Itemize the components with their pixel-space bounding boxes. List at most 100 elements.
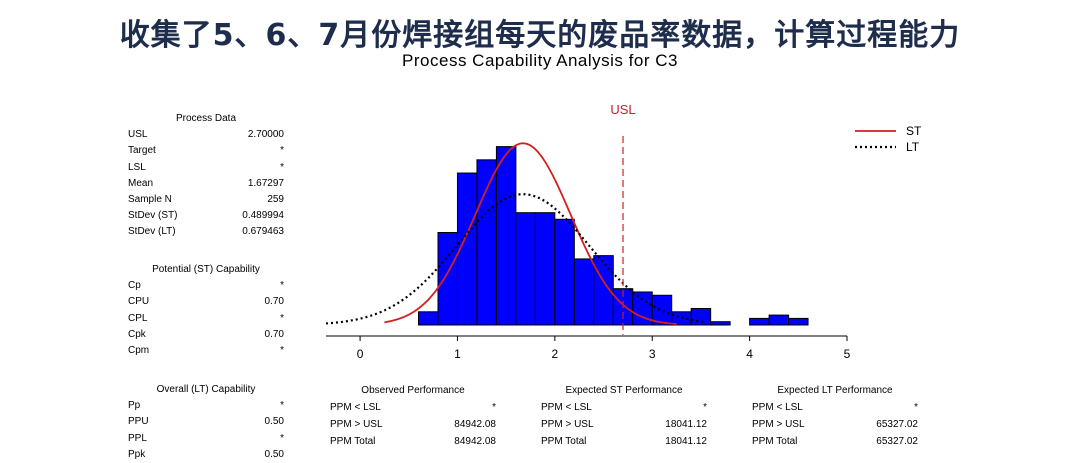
stat-label: USL bbox=[128, 129, 148, 141]
histogram-bars bbox=[418, 146, 809, 326]
observed-performance-row: PPM < LSL * bbox=[330, 399, 496, 416]
histogram-bar bbox=[690, 307, 712, 326]
stat-value: 259 bbox=[267, 194, 284, 206]
stat-value: 0.679463 bbox=[242, 226, 284, 238]
histogram-bar bbox=[418, 311, 439, 326]
histogram-bar bbox=[495, 146, 517, 326]
stat-label: PPM Total bbox=[330, 436, 376, 447]
process-data-title: Process Data bbox=[175, 113, 237, 124]
stat-value: 2.70000 bbox=[247, 129, 284, 141]
expected-lt-performance-title: Expected LT Performance bbox=[777, 385, 893, 396]
stat-value: * bbox=[280, 432, 284, 444]
histogram-bar bbox=[710, 321, 731, 326]
process-data-panel: Process Data USL 2.70000 Target * LSL * Mean 1.… bbox=[128, 111, 284, 241]
stat-label: PPM Total bbox=[752, 436, 798, 447]
histogram-bar bbox=[476, 159, 497, 326]
x-tick-label: 1 bbox=[454, 347, 461, 361]
stat-label: Cpm bbox=[128, 345, 150, 357]
stat-value: * bbox=[280, 145, 284, 157]
process-data-row: Sample N 259 bbox=[128, 192, 284, 208]
stat-value: * bbox=[492, 402, 496, 413]
expected-st-performance-row: PPM < LSL * bbox=[541, 399, 707, 416]
stat-label: Mean bbox=[128, 177, 154, 189]
potential-capability-row: Cpk 0.70 bbox=[128, 327, 284, 343]
stat-label: PPM < LSL bbox=[541, 402, 592, 413]
curve-st bbox=[384, 142, 677, 325]
stat-label: Ppk bbox=[128, 448, 146, 460]
stat-label: CPU bbox=[128, 296, 150, 308]
stat-value: 18041.12 bbox=[665, 436, 707, 447]
stat-label: Cpk bbox=[128, 328, 146, 340]
stat-value: 84942.08 bbox=[454, 436, 496, 447]
potential-capability-row: CPU 0.70 bbox=[128, 294, 284, 310]
stat-value: * bbox=[280, 312, 284, 324]
usl-label: USL bbox=[610, 102, 635, 117]
expected-st-performance-title: Expected ST Performance bbox=[565, 385, 683, 396]
histogram-bar bbox=[534, 212, 556, 326]
stat-value: 65327.02 bbox=[876, 419, 918, 430]
potential-capability-panel: Potential (ST) Capability Cp * CPU 0.70 CPL *… bbox=[128, 262, 284, 359]
potential-capability-title: Potential (ST) Capability bbox=[152, 264, 260, 275]
stat-value: * bbox=[280, 345, 284, 357]
expected-st-performance-row: PPM > USL 18041.12 bbox=[541, 416, 707, 433]
distribution-curves bbox=[325, 142, 706, 325]
overall-capability-row: Pp * bbox=[128, 398, 284, 414]
legend-label-st: ST bbox=[906, 124, 922, 138]
histogram-bar bbox=[788, 317, 809, 326]
potential-capability-row: CPL * bbox=[128, 311, 284, 327]
stat-value: 0.50 bbox=[264, 416, 284, 428]
overall-capability-row: PPL * bbox=[128, 431, 284, 447]
x-tick-label: 4 bbox=[746, 347, 753, 361]
slide-headline: 收集了5、6、7月份焊接组每天的废品率数据，计算过程能力 bbox=[119, 18, 961, 53]
stat-value: 0.70 bbox=[264, 296, 284, 308]
stat-value: 0.70 bbox=[264, 328, 284, 340]
stat-value: 0.50 bbox=[264, 448, 284, 460]
stat-label: PPL bbox=[128, 432, 147, 444]
process-data-row: LSL * bbox=[128, 160, 284, 176]
process-data-row: Target * bbox=[128, 143, 284, 159]
process-data-row: StDev (LT) 0.679463 bbox=[128, 224, 284, 240]
x-tick-label: 0 bbox=[357, 347, 364, 361]
stat-label: Cp bbox=[128, 280, 141, 292]
stat-value: * bbox=[280, 280, 284, 292]
histogram-bar bbox=[651, 294, 673, 326]
stat-label: StDev (ST) bbox=[128, 210, 178, 222]
potential-capability-row: Cp * bbox=[128, 278, 284, 294]
stat-label: PPM > USL bbox=[541, 419, 594, 430]
stat-label: Pp bbox=[128, 400, 141, 412]
chart-title: Process Capability Analysis for C3 bbox=[402, 51, 678, 70]
x-tick-label: 5 bbox=[844, 347, 851, 361]
expected-st-performance-panel: Expected ST Performance PPM < LSL * PPM > … bbox=[541, 382, 707, 450]
stat-label: PPM < LSL bbox=[330, 402, 381, 413]
stat-label: PPM > USL bbox=[330, 419, 383, 430]
expected-lt-performance-row: PPM < LSL * bbox=[752, 399, 918, 416]
stat-label: Sample N bbox=[128, 194, 172, 206]
histogram-bar bbox=[749, 317, 770, 326]
legend-label-lt: LT bbox=[906, 140, 920, 154]
stat-label: StDev (LT) bbox=[128, 226, 176, 238]
stat-value: 0.489994 bbox=[242, 210, 284, 222]
stat-label: PPM < LSL bbox=[752, 402, 803, 413]
stat-label: Target bbox=[128, 145, 156, 157]
overall-capability-row: Ppk 0.50 bbox=[128, 447, 284, 463]
stat-value: 65327.02 bbox=[876, 436, 918, 447]
observed-performance-panel: Observed Performance PPM < LSL * PPM > USL… bbox=[330, 382, 496, 450]
process-data-row: StDev (ST) 0.489994 bbox=[128, 208, 284, 224]
x-tick-label: 3 bbox=[649, 347, 656, 361]
x-axis: 0 1 2 3 4 5 bbox=[326, 335, 851, 361]
potential-capability-row: Cpm * bbox=[128, 343, 284, 359]
observed-performance-row: PPM > USL 84942.08 bbox=[330, 416, 496, 433]
histogram-bar bbox=[554, 218, 575, 326]
stat-label: PPM Total bbox=[541, 436, 587, 447]
expected-lt-performance-row: PPM Total 65327.02 bbox=[752, 433, 918, 450]
stat-value: 18041.12 bbox=[665, 419, 707, 430]
process-data-row: USL 2.70000 bbox=[128, 127, 284, 143]
x-tick-label: 2 bbox=[552, 347, 559, 361]
stat-value: 84942.08 bbox=[454, 419, 496, 430]
expected-lt-performance-row: PPM > USL 65327.02 bbox=[752, 416, 918, 433]
observed-performance-row: PPM Total 84942.08 bbox=[330, 433, 496, 450]
stat-label: CPL bbox=[128, 312, 148, 324]
stat-value: 1.67297 bbox=[247, 177, 284, 189]
expected-st-performance-row: PPM Total 18041.12 bbox=[541, 433, 707, 450]
